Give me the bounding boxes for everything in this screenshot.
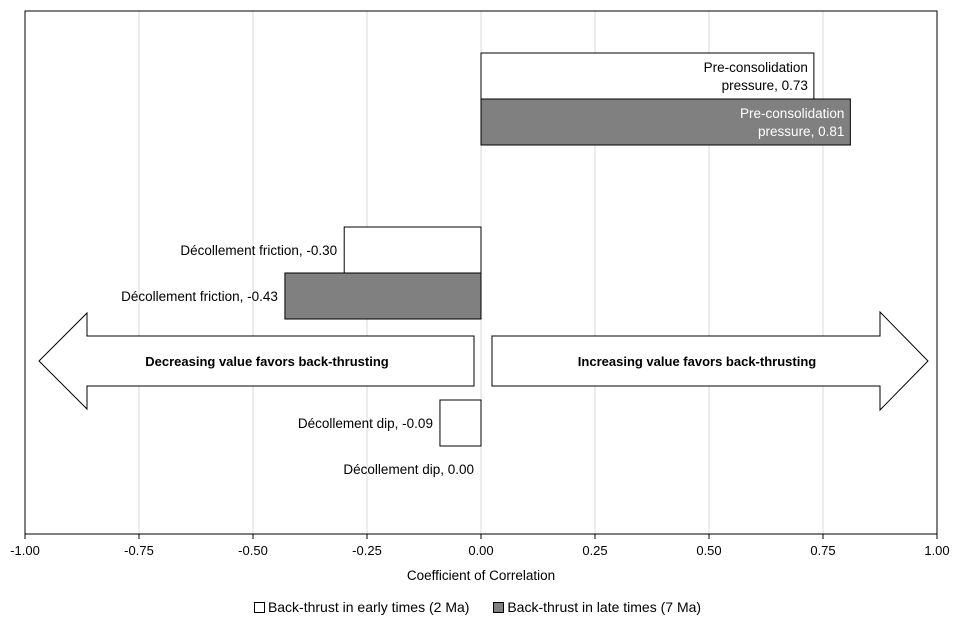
bar	[284, 272, 482, 320]
right-arrow-label: Increasing value favors back-thrusting	[578, 354, 816, 369]
bar-data-label: Pre-consolidation	[740, 106, 844, 121]
bars	[284, 52, 851, 447]
x-tick-label: 0.50	[696, 543, 721, 558]
x-tick-label: -0.75	[124, 543, 154, 558]
bar	[480, 98, 851, 146]
x-tick-label: 0.25	[582, 543, 607, 558]
bar-data-label: Décollement dip, -0.09	[298, 416, 433, 431]
left-arrow-label: Decreasing value favors back-thrusting	[145, 354, 389, 369]
bar-data-label: Décollement dip, 0.00	[343, 462, 474, 477]
bar	[343, 226, 482, 274]
legend-label-early: Back-thrust in early times (2 Ma)	[267, 599, 470, 615]
bar-labels: Pre-consolidation pressure, 0.73 Décolleme…	[121, 60, 844, 477]
bar-data-label: Pre-consolidation	[704, 60, 808, 75]
legend-swatch-early	[253, 601, 265, 613]
bar	[480, 52, 815, 100]
bar-data-label: Décollement friction, -0.43	[121, 289, 278, 304]
x-tick-label: -1.00	[10, 543, 40, 558]
legend: Back-thrust in early times (2 Ma) Back-t…	[0, 599, 955, 616]
legend-label-late: Back-thrust in late times (7 Ma)	[507, 599, 702, 615]
x-tick-label: -0.50	[238, 543, 268, 558]
left-arrow-shape	[38, 311, 475, 411]
bar-data-label: pressure, 0.81	[758, 124, 844, 139]
x-tick-label: 1.00	[924, 543, 949, 558]
legend-item-early: Back-thrust in early times (2 Ma)	[253, 599, 470, 615]
x-tick-label: 0.75	[810, 543, 835, 558]
bar-data-label: Décollement friction, -0.30	[180, 243, 337, 258]
bar-data-label: pressure, 0.73	[722, 78, 808, 93]
bar	[439, 399, 482, 447]
right-arrow-shape	[491, 310, 929, 412]
legend-item-late: Back-thrust in late times (7 Ma)	[493, 599, 701, 615]
x-axis-ticks: -1.00 -0.75 -0.50 -0.25 0.00 0.25 0.50 0.75 1.00	[10, 534, 950, 558]
direction-arrows: Decreasing value favors back-thrusting I…	[38, 310, 929, 412]
x-tick-label: 0.00	[468, 543, 493, 558]
legend-swatch-late	[493, 601, 505, 613]
correlation-chart: -1.00 -0.75 -0.50 -0.25 0.00 0.25 0.50 0.75 1.00…	[10, 10, 950, 583]
x-tick-label: -0.25	[352, 543, 382, 558]
x-axis-title: Coefficient of Correlation	[407, 568, 555, 583]
